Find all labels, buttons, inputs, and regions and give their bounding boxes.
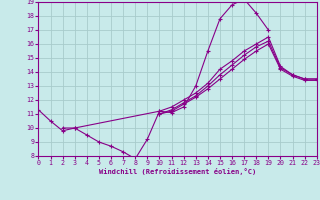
- X-axis label: Windchill (Refroidissement éolien,°C): Windchill (Refroidissement éolien,°C): [99, 168, 256, 175]
